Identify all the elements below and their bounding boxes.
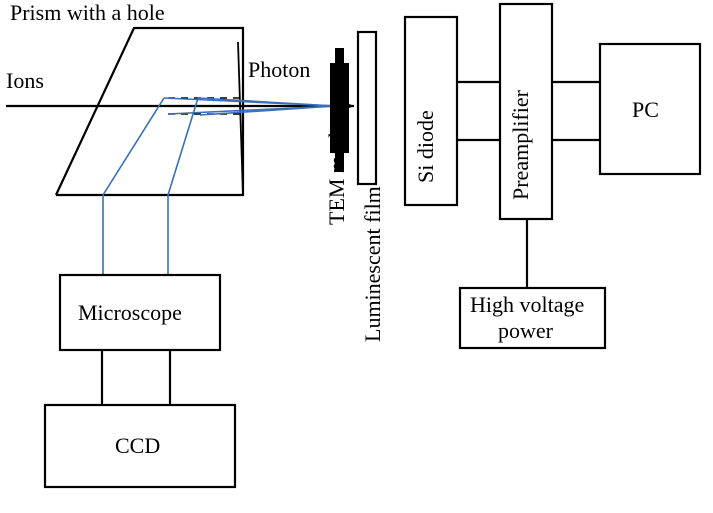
ccd-label: CCD bbox=[115, 433, 160, 458]
photon-label: Photon bbox=[248, 57, 310, 82]
preamplifier-label: Preamplifier bbox=[508, 89, 533, 200]
ions-label: Ions bbox=[6, 68, 44, 93]
tem-mesh-label: TEM mesh bbox=[324, 127, 349, 225]
beam-line bbox=[103, 98, 164, 195]
microscope-label: Microscope bbox=[78, 300, 182, 325]
pc-label: PC bbox=[632, 97, 659, 122]
beam-line bbox=[200, 106, 335, 115]
si-diode-label: Si diode bbox=[413, 110, 438, 183]
prism-label: Prism with a hole bbox=[10, 0, 165, 25]
luminescent-film-label: Luminescent film bbox=[360, 186, 385, 342]
hv-label-2: power bbox=[498, 318, 554, 343]
beam-line bbox=[198, 98, 335, 106]
hv-label-1: High voltage bbox=[470, 292, 584, 317]
